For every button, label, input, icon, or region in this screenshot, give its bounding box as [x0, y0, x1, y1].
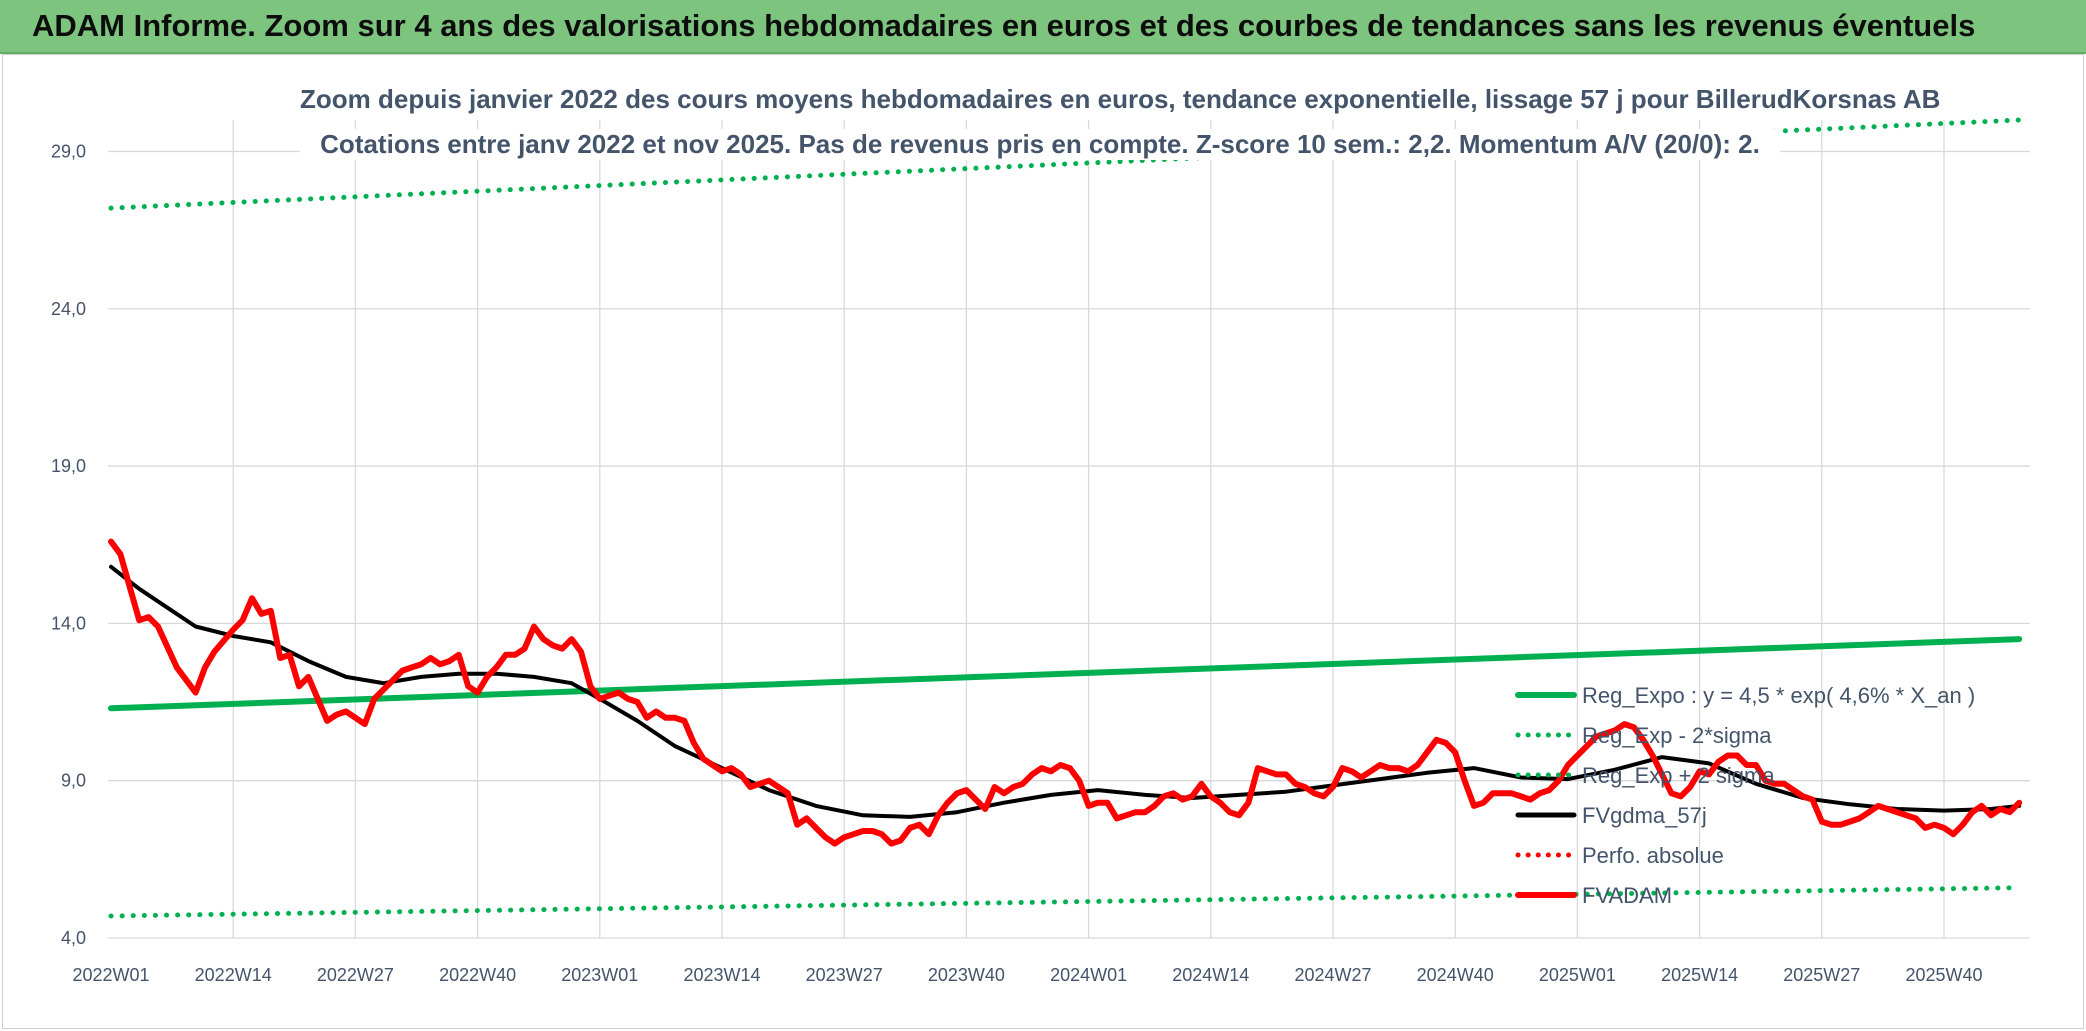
header-banner: ADAM Informe. Zoom sur 4 ans des valoris…: [0, 0, 2086, 54]
legend-label-perfo-absolue: Perfo. absolue: [1582, 843, 1724, 868]
series-line-fvadam: [108, 538, 2023, 847]
y-tick-label: 9,0: [61, 771, 86, 791]
x-tick-label: 2025W01: [1539, 965, 1616, 985]
y-tick-label: 4,0: [61, 928, 86, 948]
x-tick-label: 2024W40: [1417, 965, 1494, 985]
series-line-reg-exp-2-sigma: [108, 117, 2022, 211]
y-tick-label: 19,0: [51, 456, 86, 476]
x-tick-label: 2024W14: [1172, 965, 1249, 985]
x-tick-label: 2023W01: [561, 965, 638, 985]
y-tick-label: 14,0: [51, 613, 86, 633]
x-tick-label: 2025W14: [1661, 965, 1738, 985]
legend-label-fvadam: FVADAM: [1582, 883, 1672, 908]
series-line-reg-exp-2-sigma: [108, 885, 2022, 919]
chart-title: Zoom depuis janvier 2022 des cours moyen…: [300, 84, 1941, 115]
legend-label-reg-expo-y-4-5-exp-4-6-x-an: Reg_Expo : y = 4,5 * exp( 4,6% * X_an ): [1582, 683, 1975, 708]
legend-label-fvgdma-57j: FVgdma_57j: [1582, 803, 1707, 828]
x-tick-label: 2025W40: [1905, 965, 1982, 985]
x-tick-label: 2025W27: [1783, 965, 1860, 985]
x-tick-label: 2022W27: [317, 965, 394, 985]
y-tick-label: 29,0: [51, 141, 86, 161]
series-line-reg-expo-y-4-5-exp-4-6-x-an: [108, 636, 2023, 712]
chart-frame: [2, 54, 2084, 1029]
chart-subtitle: Cotations entre janv 2022 et nov 2025. P…: [300, 129, 1780, 160]
x-tick-label: 2023W27: [806, 965, 883, 985]
x-tick-label: 2022W01: [72, 965, 149, 985]
y-tick-label: 24,0: [51, 299, 86, 319]
x-tick-label: 2022W14: [195, 965, 272, 985]
legend-label-reg-exp-2-sigma: Reg_Exp + 2 sigma: [1582, 763, 1775, 788]
x-tick-label: 2024W27: [1294, 965, 1371, 985]
x-tick-label: 2023W14: [683, 965, 760, 985]
x-tick-label: 2024W01: [1050, 965, 1127, 985]
legend-label-reg-exp-2-sigma: Reg_Exp - 2*sigma: [1582, 723, 1772, 748]
x-tick-label: 2022W40: [439, 965, 516, 985]
x-tick-label: 2023W40: [928, 965, 1005, 985]
report-title: ADAM Informe. Zoom sur 4 ans des valoris…: [32, 8, 1976, 43]
